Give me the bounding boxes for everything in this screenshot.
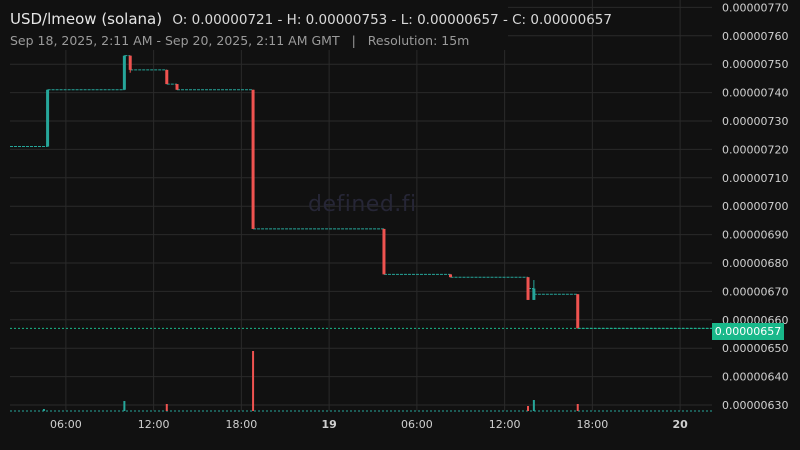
y-tick-label: 0.00000650 — [722, 342, 788, 355]
candle-body — [175, 84, 179, 90]
date-range: Sep 18, 2025, 2:11 AM - Sep 20, 2025, 2:… — [10, 33, 340, 48]
volume-bar — [527, 406, 530, 411]
x-tick-label: 18:00 — [577, 418, 609, 431]
x-tick-label: 06:00 — [50, 418, 82, 431]
y-tick-label: 0.00000700 — [722, 200, 788, 213]
x-tick-label: 20 — [672, 418, 688, 431]
y-tick-label: 0.00000770 — [722, 1, 788, 14]
header-line-ohlc: USD/lmeow (solana) O: 0.00000721 - H: 0.… — [10, 10, 612, 28]
header-separator: | — [351, 33, 356, 48]
candle-body — [532, 288, 536, 300]
y-tick-label: 0.00000680 — [722, 257, 788, 270]
volume-bar — [532, 400, 535, 411]
volume-bar — [252, 351, 255, 411]
x-tick-label: 06:00 — [401, 418, 433, 431]
y-tick-label: 0.00000720 — [722, 143, 788, 156]
header-line-range: Sep 18, 2025, 2:11 AM - Sep 20, 2025, 2:… — [10, 33, 469, 48]
resolution-label: Resolution: 15m — [367, 33, 470, 48]
y-tick-label: 0.00000740 — [722, 87, 788, 100]
candle-body — [251, 89, 255, 229]
candle-body — [165, 69, 169, 85]
x-tick-label: 18:00 — [226, 418, 258, 431]
volume-bar — [42, 409, 45, 411]
y-tick-label: 0.00000750 — [722, 58, 788, 71]
x-tick-label: 19 — [321, 418, 336, 431]
candle-body — [576, 294, 580, 329]
candle-body — [382, 228, 386, 275]
chart-header: USD/lmeow (solana) O: 0.00000721 - H: 0.… — [0, 0, 612, 50]
volume-bar — [123, 401, 126, 411]
volume-bar — [576, 404, 579, 411]
y-tick-label: 0.00000710 — [722, 172, 788, 185]
y-tick-label: 0.00000690 — [722, 229, 788, 242]
y-tick-label: 0.00000760 — [722, 30, 788, 43]
candle-body — [526, 277, 530, 300]
y-tick-label: 0.00000630 — [722, 399, 788, 412]
candle-body — [128, 55, 132, 70]
y-tick-label: 0.00000670 — [722, 285, 788, 298]
candle-body — [122, 55, 126, 90]
x-tick-label: 12:00 — [138, 418, 170, 431]
pair-title: USD/lmeow (solana) — [10, 10, 163, 28]
ohlc-values: O: 0.00000721 - H: 0.00000753 - L: 0.000… — [172, 12, 612, 28]
x-tick-label: 12:00 — [489, 418, 521, 431]
current-price-tag: 0.00000657 — [712, 323, 784, 340]
candle-body — [449, 274, 453, 278]
volume-bar — [165, 404, 168, 411]
watermark: defined.fi — [308, 192, 417, 217]
candle-body — [46, 89, 50, 147]
y-tick-label: 0.00000640 — [722, 371, 788, 384]
y-tick-label: 0.00000730 — [722, 115, 788, 128]
